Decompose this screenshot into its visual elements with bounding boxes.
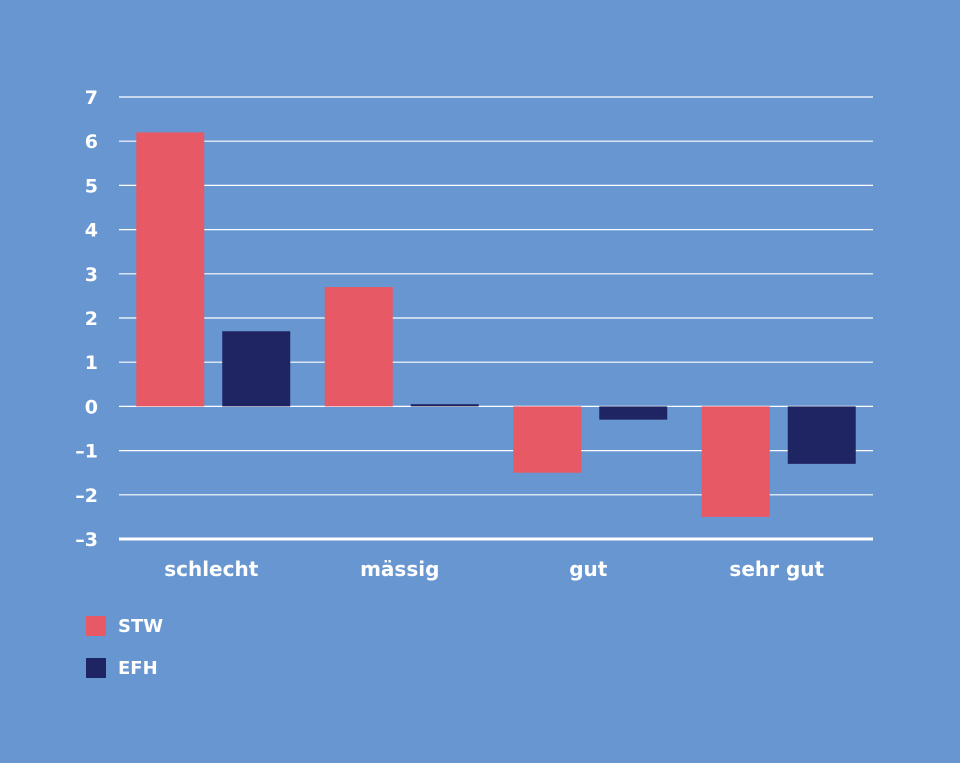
y-tick-label: –1 (75, 441, 98, 463)
legend-swatch-efh (86, 658, 106, 678)
y-tick-label: 6 (85, 131, 98, 153)
legend-swatch-stw (86, 616, 106, 636)
y-tick-label: 7 (85, 87, 98, 109)
x-tick-label: mässig (360, 557, 439, 581)
legend-item-stw: STW (86, 614, 163, 638)
bar-efh (222, 331, 291, 407)
y-tick-label: –3 (75, 529, 98, 551)
bar-stw (136, 132, 205, 407)
y-tick-label: 0 (85, 396, 98, 418)
bar-stw (324, 287, 393, 407)
bar-efh (410, 404, 479, 407)
x-axis-ticks: schlecht mässig gut sehr gut (164, 557, 824, 581)
bar-stw (513, 406, 582, 473)
legend-item-efh: EFH (86, 656, 163, 680)
legend-label-stw: STW (118, 615, 164, 637)
y-tick-label: 4 (85, 220, 98, 242)
bar-efh (787, 406, 856, 464)
legend-label-efh: EFH (118, 657, 158, 679)
legend: STW EFH (86, 614, 163, 698)
bars (136, 132, 856, 517)
y-tick-label: 3 (85, 264, 98, 286)
y-tick-label: 2 (85, 308, 98, 330)
y-tick-label: –2 (75, 485, 98, 507)
x-tick-label: schlecht (164, 557, 259, 581)
x-tick-label: gut (569, 557, 608, 581)
y-axis-ticks: 7 6 5 4 3 2 1 0 –1 –2 –3 (75, 87, 98, 551)
bar-stw (701, 406, 770, 517)
y-tick-label: 1 (85, 352, 98, 374)
bar-efh (599, 406, 668, 420)
y-tick-label: 5 (85, 175, 98, 197)
x-tick-label: sehr gut (729, 557, 824, 581)
